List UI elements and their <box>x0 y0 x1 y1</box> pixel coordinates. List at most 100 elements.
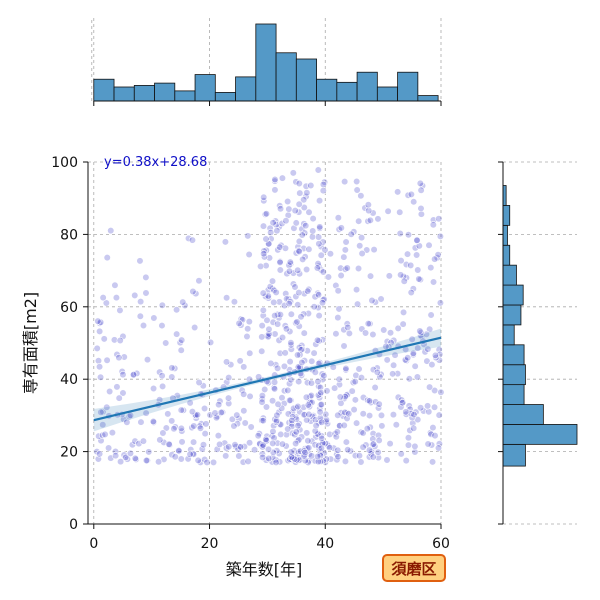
scatter-point <box>423 357 431 365</box>
region-badge-box <box>382 554 446 582</box>
scatter-point <box>142 273 150 282</box>
scatter-point <box>337 399 345 407</box>
x-tick-label: 40 <box>316 536 334 552</box>
scatter-point <box>304 401 312 409</box>
scatter-point <box>238 386 246 394</box>
scatter-point <box>115 394 123 402</box>
scatter-point <box>297 313 305 321</box>
scatter-point <box>417 186 425 194</box>
scatter-point <box>374 215 382 223</box>
scatter-point <box>357 373 366 382</box>
scatter-point <box>235 319 243 327</box>
scatter-point <box>295 377 303 386</box>
scatter-point <box>365 397 374 405</box>
scatter-point <box>271 312 279 320</box>
scatter-point <box>270 385 279 393</box>
scatter-point <box>267 359 275 367</box>
scatter-point <box>189 287 197 296</box>
scatter-point <box>405 375 413 383</box>
top-hist-bar <box>214 92 236 102</box>
scatter-point <box>195 277 203 285</box>
scatter-point <box>211 409 219 417</box>
y-tick-label: 40 <box>60 372 78 388</box>
scatter-point <box>402 260 410 269</box>
scatter-point <box>246 392 254 401</box>
scatter-point <box>96 327 104 335</box>
scatter-point <box>190 422 198 430</box>
scatter-point <box>261 385 269 394</box>
scatter-point <box>366 272 375 280</box>
scatter-point <box>173 392 181 400</box>
y-tick-label: 60 <box>60 300 78 316</box>
scatter-point <box>340 326 348 334</box>
scatter-point <box>284 197 292 206</box>
scatter-point <box>177 455 185 463</box>
scatter-point <box>285 300 293 308</box>
scatter-point <box>203 458 211 467</box>
scatter-point <box>394 188 402 196</box>
scatter-point <box>325 444 334 452</box>
scatter-point <box>335 381 344 389</box>
scatter-point <box>295 289 303 297</box>
right-hist-bar <box>502 264 517 286</box>
scatter-point <box>175 447 183 455</box>
scatter-point <box>374 454 383 462</box>
scatter-point <box>235 452 243 460</box>
scatter-point <box>270 378 279 386</box>
scatter-point <box>296 447 305 455</box>
scatter-point <box>304 287 312 295</box>
scatter-point <box>345 410 353 418</box>
scatter-point <box>309 215 317 223</box>
scatter-point <box>125 412 133 421</box>
scatter-point <box>318 434 326 443</box>
scatter-point <box>267 228 275 237</box>
scatter-point <box>369 453 377 461</box>
scatter-point <box>375 436 383 444</box>
scatter-point <box>177 346 185 354</box>
scatter-point <box>139 437 148 445</box>
scatter-point <box>431 255 439 263</box>
scatter-point <box>313 264 322 272</box>
scatter-point <box>247 423 255 431</box>
scatter-point <box>233 411 241 419</box>
scatter-point <box>383 456 391 464</box>
scatter-point <box>431 351 440 360</box>
scatter-point <box>334 446 342 454</box>
scatter-point <box>286 297 295 306</box>
scatter-point <box>417 404 425 412</box>
scatter-point <box>300 196 308 204</box>
scatter-point <box>411 244 419 252</box>
regression-line <box>93 336 442 422</box>
scatter-point <box>177 406 185 414</box>
scatter-point <box>156 436 164 444</box>
scatter-point <box>427 264 435 272</box>
scatter-point <box>371 442 379 451</box>
scatter-point <box>275 298 283 306</box>
scatter-point <box>224 394 233 402</box>
scatter-point <box>292 415 300 423</box>
scatter-point <box>130 371 138 379</box>
regression-equation: y=0.38x+28.68 <box>104 155 207 170</box>
scatter-point <box>103 403 111 411</box>
scatter-point <box>276 205 285 213</box>
scatter-point <box>189 438 198 446</box>
scatter-point <box>407 409 415 418</box>
scatter-point <box>291 283 299 291</box>
scatter-point <box>320 178 329 186</box>
scatter-point <box>407 288 415 297</box>
scatter-point <box>311 441 319 449</box>
scatter-point <box>314 377 322 386</box>
scatter-point <box>287 339 295 347</box>
scatter-point <box>305 208 313 216</box>
scatter-point <box>94 317 102 325</box>
scatter-point <box>389 361 398 369</box>
scatter-point <box>437 388 445 396</box>
scatter-point <box>290 224 298 232</box>
scatter-point <box>404 354 412 362</box>
scatter-point <box>263 316 271 324</box>
region-badge: 須磨区 <box>382 554 446 582</box>
scatter-point <box>414 344 422 352</box>
scatter-point <box>110 336 119 344</box>
scatter-point <box>307 417 315 425</box>
scatter-point <box>258 392 266 400</box>
